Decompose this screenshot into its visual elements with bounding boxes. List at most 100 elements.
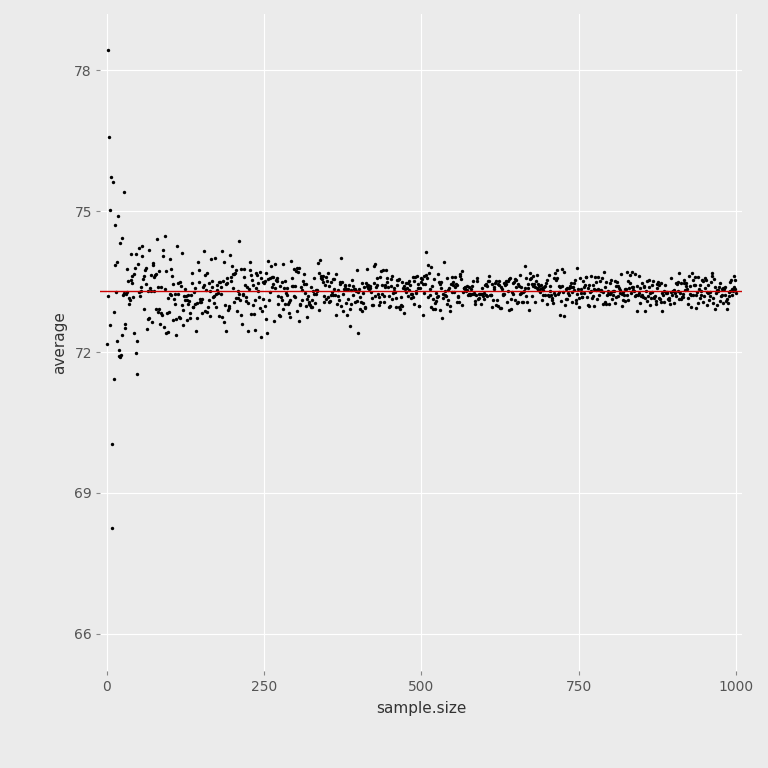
- Point: [515, 287, 528, 300]
- Point: [282, 298, 294, 310]
- Point: [667, 284, 679, 296]
- Point: [424, 283, 436, 295]
- Point: [310, 288, 323, 300]
- Point: [535, 280, 547, 292]
- Point: [496, 283, 508, 295]
- Point: [464, 288, 476, 300]
- Point: [722, 297, 734, 310]
- Point: [648, 291, 660, 303]
- Point: [676, 290, 688, 303]
- Point: [485, 300, 498, 313]
- Point: [488, 281, 501, 293]
- Point: [654, 293, 666, 306]
- Point: [604, 287, 616, 300]
- Point: [494, 302, 506, 314]
- Point: [702, 287, 714, 300]
- Point: [451, 279, 463, 291]
- Point: [121, 286, 134, 298]
- Point: [395, 291, 407, 303]
- Point: [422, 291, 434, 303]
- Point: [313, 304, 325, 316]
- Point: [645, 292, 657, 304]
- Point: [174, 276, 187, 288]
- Point: [240, 295, 252, 307]
- Point: [127, 268, 140, 280]
- Point: [256, 304, 268, 316]
- Point: [584, 284, 597, 296]
- Point: [526, 278, 538, 290]
- Point: [603, 298, 615, 310]
- Point: [192, 276, 204, 288]
- Point: [277, 258, 290, 270]
- Point: [241, 297, 253, 310]
- Point: [157, 320, 170, 333]
- Point: [583, 300, 595, 313]
- Point: [639, 292, 651, 304]
- Point: [685, 289, 697, 301]
- Point: [280, 286, 292, 299]
- Point: [615, 288, 627, 300]
- Point: [568, 276, 581, 289]
- Point: [369, 290, 381, 302]
- Point: [306, 293, 318, 306]
- Point: [604, 277, 617, 290]
- Point: [657, 289, 669, 301]
- Point: [571, 288, 583, 300]
- Point: [399, 283, 411, 295]
- Point: [292, 266, 304, 278]
- Point: [575, 287, 588, 300]
- Point: [266, 271, 278, 283]
- Point: [594, 283, 606, 296]
- Point: [207, 281, 219, 293]
- Point: [456, 265, 468, 277]
- Point: [233, 288, 246, 300]
- Point: [154, 265, 166, 277]
- Point: [249, 293, 261, 306]
- Point: [121, 263, 133, 275]
- Point: [114, 237, 126, 249]
- Point: [498, 288, 510, 300]
- Point: [611, 276, 624, 288]
- Point: [610, 280, 622, 292]
- Point: [154, 318, 166, 330]
- Point: [513, 269, 525, 281]
- Point: [281, 289, 293, 301]
- Point: [200, 283, 212, 296]
- Point: [225, 276, 237, 288]
- Point: [489, 275, 502, 287]
- Point: [591, 293, 603, 305]
- Point: [165, 263, 177, 275]
- Point: [702, 279, 714, 291]
- Point: [567, 281, 579, 293]
- Point: [278, 282, 290, 294]
- Point: [394, 303, 406, 316]
- Point: [425, 301, 437, 313]
- Point: [428, 273, 440, 285]
- Point: [336, 300, 348, 312]
- Point: [327, 273, 339, 285]
- Point: [290, 265, 303, 277]
- Point: [361, 263, 373, 275]
- Point: [206, 275, 218, 287]
- Point: [143, 244, 155, 257]
- Point: [475, 298, 487, 310]
- Point: [646, 279, 658, 291]
- Point: [230, 293, 243, 305]
- Point: [537, 284, 549, 296]
- X-axis label: sample.size: sample.size: [376, 700, 466, 716]
- Point: [510, 281, 522, 293]
- Point: [137, 303, 150, 315]
- Point: [226, 260, 238, 273]
- Point: [368, 260, 380, 273]
- Point: [350, 264, 362, 276]
- Point: [538, 289, 550, 301]
- Point: [551, 288, 564, 300]
- Point: [132, 258, 144, 270]
- Point: [551, 264, 563, 276]
- Point: [480, 277, 492, 290]
- Point: [723, 276, 736, 289]
- Point: [163, 306, 175, 318]
- Point: [260, 266, 273, 279]
- Point: [511, 296, 523, 309]
- Point: [500, 275, 512, 287]
